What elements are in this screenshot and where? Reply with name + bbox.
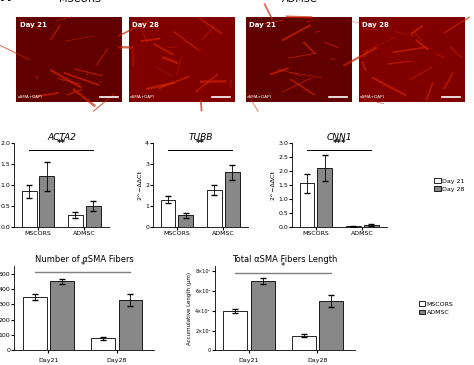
Text: Day 21: Day 21 (249, 22, 276, 28)
Text: A: A (1, 0, 10, 4)
Text: ADMSC: ADMSC (283, 0, 318, 4)
Bar (223, 311, 247, 350)
Bar (225, 172, 239, 227)
Bar (118, 300, 143, 350)
Title: Total αSMA Fibers Length: Total αSMA Fibers Length (232, 255, 337, 264)
Bar (207, 190, 222, 227)
Title: ACTA2: ACTA2 (47, 133, 76, 142)
Title: Number of αSMA Fibers: Number of αSMA Fibers (35, 255, 134, 264)
Bar (91, 338, 115, 350)
FancyBboxPatch shape (129, 16, 235, 102)
Bar (319, 301, 343, 350)
Text: MSCORS: MSCORS (58, 0, 100, 4)
Bar (68, 215, 83, 227)
Bar (292, 335, 316, 350)
Bar (317, 168, 332, 227)
Title: TUBB: TUBB (189, 133, 213, 142)
Bar (23, 297, 47, 350)
Text: Day 28: Day 28 (362, 22, 389, 28)
Text: **: ** (196, 139, 205, 148)
Y-axis label: 2^−ΔΔCt: 2^−ΔΔCt (137, 170, 142, 200)
FancyBboxPatch shape (359, 16, 465, 102)
Legend: Day 21, Day 28: Day 21, Day 28 (434, 178, 465, 192)
Y-axis label: 2^−ΔΔCt: 2^−ΔΔCt (270, 170, 275, 200)
Text: ***: *** (332, 139, 346, 148)
Bar (300, 184, 314, 227)
Bar (161, 200, 175, 227)
Bar (251, 281, 274, 350)
Bar (39, 176, 54, 227)
Text: αSMA+DAPI: αSMA+DAPI (18, 95, 42, 99)
Bar (22, 191, 36, 227)
FancyBboxPatch shape (17, 16, 122, 102)
Legend: MSCORS, ADMSC: MSCORS, ADMSC (419, 301, 454, 315)
Bar (86, 206, 100, 227)
Text: αSMA+DAPI: αSMA+DAPI (247, 95, 272, 99)
Text: Day 28: Day 28 (132, 22, 159, 28)
Title: CNN1: CNN1 (327, 133, 353, 142)
Text: *: * (81, 261, 85, 270)
Bar (178, 215, 193, 227)
Text: Day 21: Day 21 (19, 22, 46, 28)
Text: αSMA+DAPI: αSMA+DAPI (130, 95, 155, 99)
FancyBboxPatch shape (246, 16, 352, 102)
Text: **: ** (56, 139, 65, 148)
Text: αSMA+DAPI: αSMA+DAPI (360, 95, 384, 99)
Bar (364, 225, 379, 227)
Text: *: * (281, 262, 285, 271)
Y-axis label: Accumulative Length (μm): Accumulative Length (μm) (187, 272, 192, 345)
Bar (50, 281, 74, 350)
Bar (346, 226, 361, 227)
